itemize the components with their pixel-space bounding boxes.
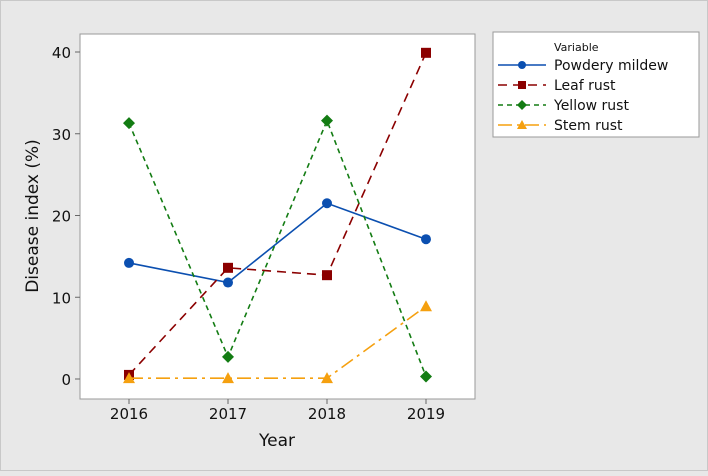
- circle-marker: [518, 61, 526, 69]
- diamond-marker: [517, 100, 527, 110]
- legend-item: Powdery mildew: [498, 58, 668, 74]
- x-axis-label: Year: [258, 431, 295, 451]
- legend-label: Powdery mildew: [554, 58, 668, 74]
- y-tick-label: 10: [52, 289, 71, 307]
- series-line: [128, 118, 427, 377]
- y-tick-label: 30: [52, 126, 71, 144]
- diamond-marker: [321, 114, 333, 127]
- legend-label: Stem rust: [554, 118, 623, 134]
- diamond-marker: [420, 370, 432, 383]
- diamond-marker: [222, 350, 234, 363]
- triangle-marker: [321, 372, 333, 384]
- legend-title: Variable: [554, 41, 599, 54]
- square-marker: [518, 81, 526, 89]
- square-marker: [322, 270, 332, 281]
- series-line: [128, 52, 427, 376]
- square-marker: [223, 262, 233, 273]
- legend-label: Leaf rust: [554, 78, 616, 94]
- triangle-marker: [517, 120, 527, 129]
- circle-marker: [421, 234, 431, 245]
- series-stem-rust: [123, 300, 432, 384]
- y-tick-label: 40: [52, 44, 71, 62]
- y-axis-label: Disease index (%): [23, 139, 43, 293]
- triangle-marker: [123, 372, 135, 384]
- plot-area: [79, 33, 476, 400]
- triangle-marker: [420, 300, 432, 312]
- square-marker: [421, 47, 431, 58]
- axes: 0 10 20 30 40 2016 2017 2018 2019: [52, 44, 445, 423]
- series-group: [123, 47, 432, 384]
- legend-box: [492, 31, 700, 138]
- legend-item: Yellow rust: [498, 98, 629, 114]
- circle-marker: [322, 198, 332, 209]
- y-tick-label: 0: [61, 371, 71, 389]
- x-tick-label: 2017: [209, 405, 247, 423]
- legend: Variable Powdery mildew Leaf rust Yellow r…: [492, 31, 700, 138]
- legend-label: Yellow rust: [553, 98, 629, 114]
- triangle-marker: [222, 372, 234, 384]
- circle-marker: [223, 277, 233, 288]
- diamond-marker: [123, 117, 135, 130]
- series-line: [128, 202, 427, 284]
- x-tick-label: 2018: [308, 405, 346, 423]
- y-tick-label: 20: [52, 208, 71, 226]
- legend-item: Stem rust: [498, 118, 623, 134]
- series-yellow-rust: [123, 114, 432, 383]
- circle-marker: [124, 257, 134, 268]
- x-tick-label: 2016: [110, 405, 148, 423]
- series-powdery-mildew: [124, 198, 431, 288]
- series-line: [129, 305, 427, 379]
- legend-items: Powdery mildew Leaf rust Yellow rust Stem r…: [498, 58, 668, 134]
- x-tick-label: 2019: [407, 405, 445, 423]
- legend-item: Leaf rust: [498, 78, 616, 94]
